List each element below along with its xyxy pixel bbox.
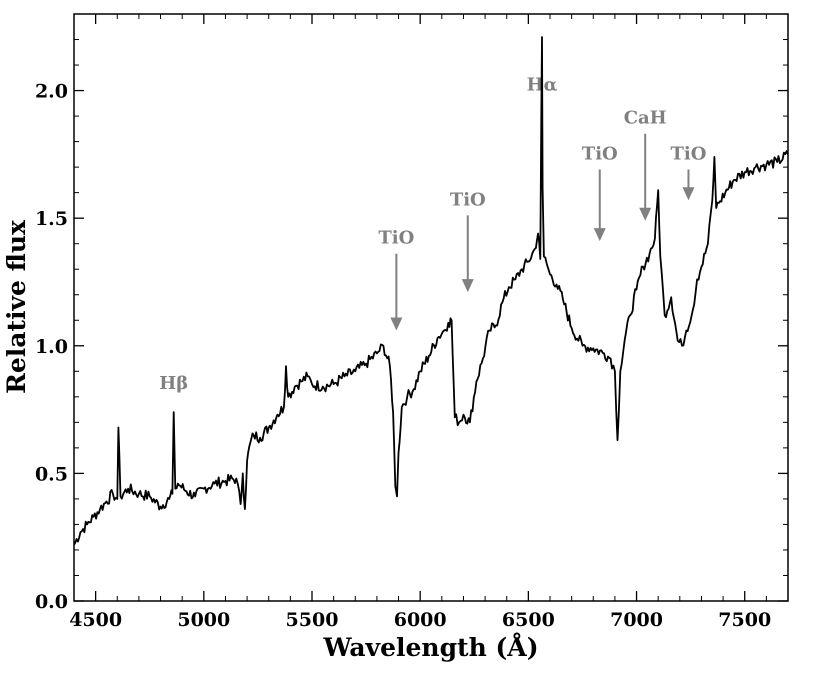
x-tick-label: 6000 [394, 609, 447, 631]
x-tick-label: 6500 [502, 609, 555, 631]
annotation-arrow-head [639, 207, 652, 221]
y-tick-label: 1.0 [35, 336, 68, 358]
x-tick-label: 7500 [718, 609, 771, 631]
annotation-arrow-head [593, 228, 606, 242]
spectrum-line [74, 36, 788, 546]
y-tick-label: 2.0 [35, 81, 68, 103]
annotation-arrow-head [390, 317, 403, 331]
x-tick-label: 5000 [177, 609, 230, 631]
annotation-label: TiO [378, 228, 414, 249]
x-tick-label: 7000 [610, 609, 663, 631]
x-tick-label: 4500 [69, 609, 122, 631]
x-axis-label: Wavelength (Å) [322, 633, 538, 662]
y-axis-label: Relative flux [2, 219, 31, 394]
annotation-label: TiO [582, 143, 618, 164]
annotation-arrow-head [461, 279, 474, 293]
annotation-label: TiO [671, 143, 707, 164]
y-tick-label: 0.0 [35, 591, 68, 613]
plot-frame [73, 13, 789, 602]
annotation-label: TiO [450, 189, 486, 210]
x-tick-label: 5500 [286, 609, 339, 631]
annotation-label: Hβ [159, 373, 188, 394]
annotation-label: CaH [624, 108, 667, 129]
axis-ticks: 4500 5000 5500 6000 6500 7000 7500 0.0 0.5 1.0 1.5… [35, 14, 789, 631]
y-tick-label: 0.5 [35, 463, 68, 485]
y-tick-label: 1.5 [35, 208, 68, 230]
annotation-arrow-head [682, 187, 695, 201]
